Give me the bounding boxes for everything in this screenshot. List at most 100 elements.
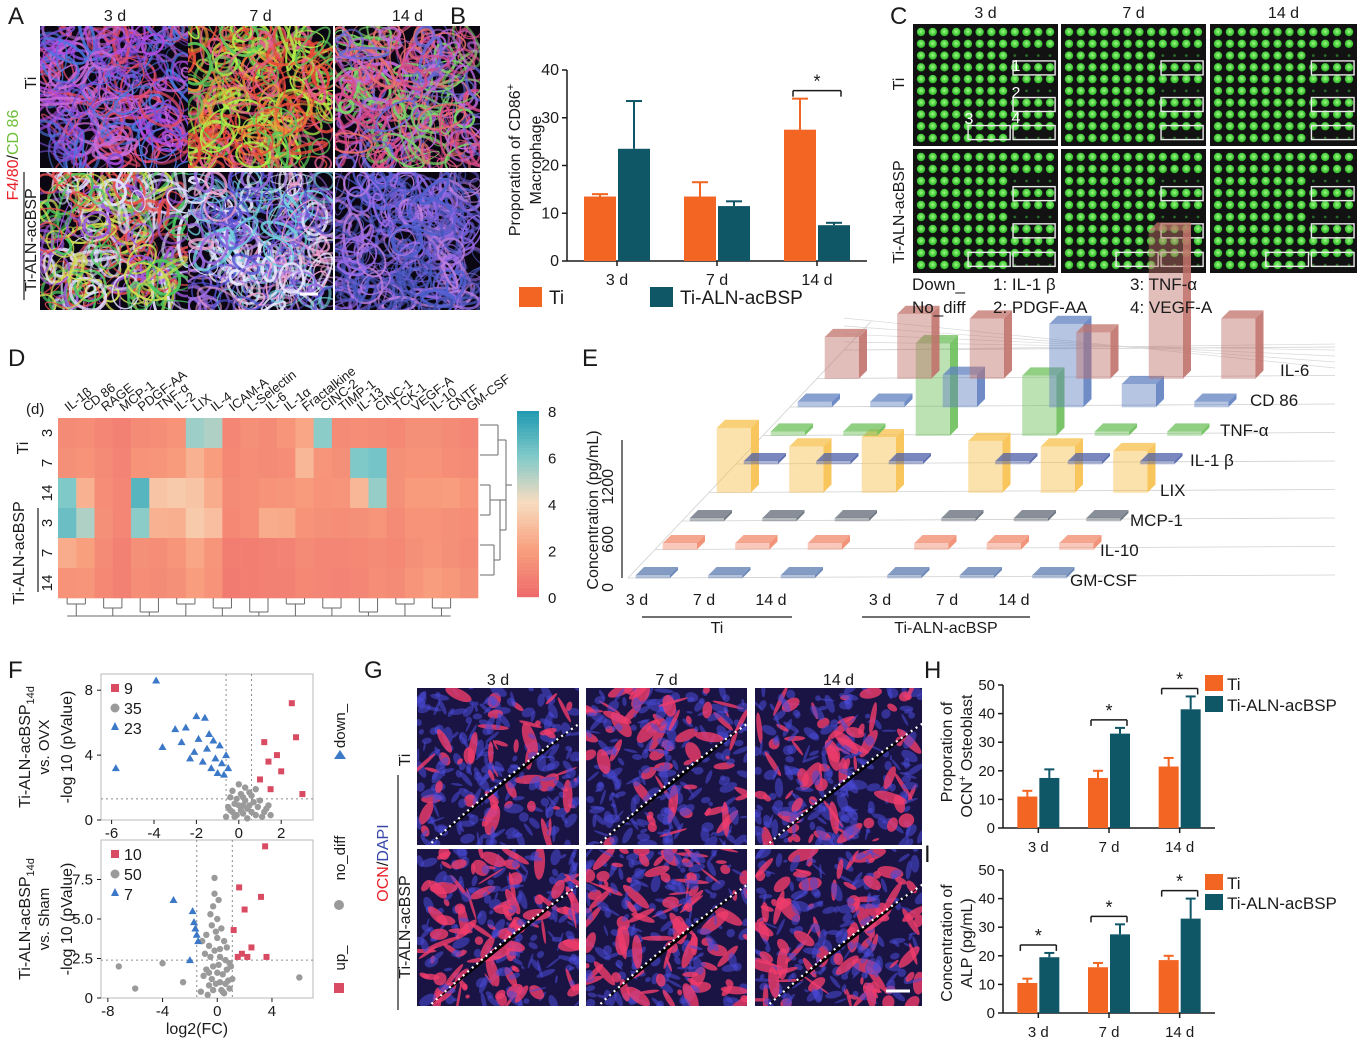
heatmap-row-label: 3 [39,519,56,527]
tissue-structure [156,53,181,81]
array-spot [1182,98,1191,107]
colorbar-segment [517,559,539,564]
array-spot [963,224,973,234]
heatmap-cell [76,448,95,479]
heatmap-cell [313,538,333,569]
tissue-structure [839,693,859,701]
array-spot [1045,236,1055,246]
tissue-structure [140,126,182,161]
array-legend-text: 4: VEGF-A [1130,298,1213,317]
array-spot [1064,51,1074,60]
tissue-structure [696,928,712,935]
bar-3d-side [1156,375,1164,407]
significance-label: * [1035,926,1042,946]
bar-3d-side [1129,423,1137,436]
tissue-structure [712,700,744,710]
tissue-structure [272,218,303,241]
heatmap-cell [149,418,168,449]
point-up [234,953,241,960]
array-spot [1022,74,1031,84]
tissue-structure [371,172,393,190]
array-spot [916,224,926,234]
point-up [288,700,295,707]
array-spot [951,164,961,174]
tissue-structure [40,207,79,241]
tissue-structure [813,835,822,845]
array-spot [975,98,984,107]
x-tick-label: 3 d [1028,1024,1049,1041]
tissue-structure [293,30,325,49]
label-part: OCN [375,866,392,902]
series-label: TNF-α [1220,421,1269,440]
floor-grid [654,520,683,550]
heatmap-cell [386,448,406,479]
array-spot [1261,98,1270,107]
series-label: IL-10 [1100,541,1139,560]
highlight-box [1310,60,1355,76]
array-spot [1225,224,1235,234]
implant-boundary [596,722,747,845]
y-tick-label: 20 [978,948,995,965]
heatmap-cell [94,568,114,599]
point-no-diff [209,903,217,910]
tissue-structure [624,891,629,909]
array-spot [1182,164,1191,174]
tissue-structure [52,172,72,187]
tissue-structure [775,853,783,868]
array-spot [1045,224,1055,234]
row-label-ti-aln: Ti-ALN-acBSP [23,188,40,291]
array-spot [998,188,1008,198]
bar-3d-front [915,342,951,436]
tissue-structure [488,946,509,959]
tissue-structure [527,953,534,969]
tissue-structure [493,740,508,747]
array-spot [975,152,984,162]
array-spot [1323,215,1327,219]
array-spot [1347,89,1351,93]
point-no-diff [246,789,253,796]
tissue-structure [280,236,326,267]
array-spot [1182,200,1191,210]
tissue-structure [809,821,816,831]
array-spot [1135,51,1144,60]
tissue-structure [765,945,771,953]
row-label-ti-aln: Ti-ALN-acBSP [891,160,908,263]
bar-3d-top [1068,453,1110,461]
array-spot [1135,164,1144,174]
colorbar-segment [517,451,539,455]
tissue-structure [48,81,95,114]
array-spot [1261,200,1270,210]
tissue-structure [665,838,672,843]
tissue-structure [818,966,825,976]
array-spot [1237,110,1247,119]
y-tick-label: 0 [85,990,93,1007]
array-spot [1297,39,1306,48]
bar [784,129,816,261]
heatmap-cell [331,478,351,509]
array-spot [1193,39,1203,48]
tissue-structure [487,919,495,928]
tissue-structure [294,26,331,67]
array-spot [1193,74,1203,84]
heatmap-cell [149,448,168,479]
tissue-structure [809,732,819,739]
point-no-diff [201,950,209,957]
tissue-structure [421,924,430,932]
bar-3d-front [635,574,671,579]
array-spot [1249,74,1258,84]
array-spot [1332,236,1342,246]
tissue-structure [869,702,877,734]
bar-3d-top [1059,535,1102,544]
tissue-structure [711,879,725,891]
tissue-structure [715,860,727,864]
tissue-structure [586,868,596,883]
tissue-structure [335,298,356,310]
tissue-structure [455,770,462,778]
array-spot [963,212,973,222]
bar-3d-front [888,460,924,465]
bar [1088,777,1108,828]
point-no-diff [258,813,266,820]
array-spot [940,164,949,174]
array-spot [1146,122,1156,131]
heatmap-cell [112,508,132,539]
